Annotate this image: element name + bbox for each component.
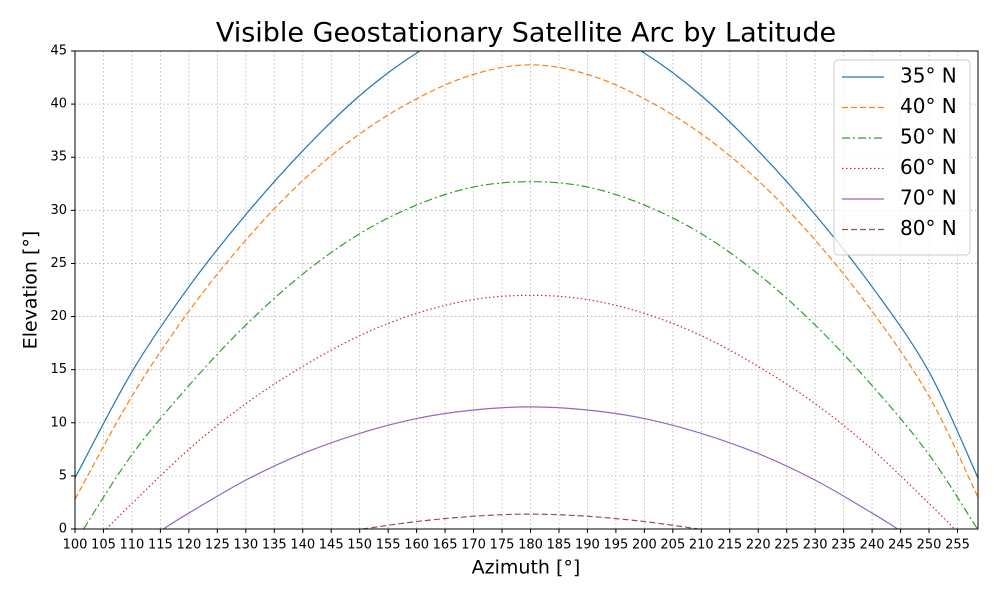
x-tick-label: 110 xyxy=(120,538,145,553)
legend-label: 40° N xyxy=(900,94,957,118)
legend-label: 70° N xyxy=(900,186,957,210)
x-tick-label: 195 xyxy=(603,538,628,553)
x-tick-label: 185 xyxy=(547,538,572,553)
x-tick-label: 175 xyxy=(490,538,515,553)
y-tick-label: 25 xyxy=(50,256,67,271)
y-tick-label: 5 xyxy=(59,468,67,483)
x-tick-label: 210 xyxy=(689,538,714,553)
series-line xyxy=(83,181,978,529)
x-tick-label: 170 xyxy=(461,538,486,553)
chart-title: Visible Geostationary Satellite Arc by L… xyxy=(216,18,836,49)
x-tick-label: 140 xyxy=(290,538,315,553)
x-tick-label: 225 xyxy=(774,538,799,553)
x-tick-label: 155 xyxy=(376,538,401,553)
x-tick-label: 255 xyxy=(945,538,970,553)
x-tick-label: 235 xyxy=(831,538,856,553)
x-tick-label: 150 xyxy=(347,538,372,553)
legend: 35° N 40° N 50° N 60° N 70° N 80° N xyxy=(833,59,971,256)
x-tick-label: 100 xyxy=(63,538,88,553)
series-line xyxy=(75,51,978,479)
x-tick-label: 160 xyxy=(404,538,429,553)
x-tick-label: 250 xyxy=(917,538,942,553)
x-tick-label: 190 xyxy=(575,538,600,553)
x-tick-label: 220 xyxy=(746,538,771,553)
x-tick-label: 215 xyxy=(717,538,742,553)
ticks: 100 105 110 115 120 125 130 135 140 145 150 155 160 1… xyxy=(50,44,969,553)
x-axis-label: Azimuth [°] xyxy=(472,557,581,579)
x-tick-label: 165 xyxy=(433,538,458,553)
legend-label: 80° N xyxy=(900,216,957,240)
x-tick-label: 230 xyxy=(803,538,828,553)
series-line xyxy=(162,406,899,529)
y-tick-label: 20 xyxy=(50,309,67,324)
x-tick-label: 245 xyxy=(888,538,913,553)
y-axis-label: Elevation [°] xyxy=(20,231,42,350)
x-tick-label: 145 xyxy=(319,538,344,553)
x-tick-label: 205 xyxy=(660,538,685,553)
x-tick-label: 135 xyxy=(262,538,287,553)
series-line xyxy=(362,513,699,529)
legend-label: 35° N xyxy=(900,64,957,88)
series-line xyxy=(105,294,956,529)
legend-box xyxy=(833,59,971,256)
x-tick-label: 115 xyxy=(148,538,173,553)
x-tick-label: 130 xyxy=(233,538,258,553)
x-tick-label: 125 xyxy=(205,538,230,553)
y-tick-label: 10 xyxy=(50,415,67,430)
x-tick-label: 200 xyxy=(632,538,657,553)
legend-label: 50° N xyxy=(900,125,957,149)
x-tick-label: 120 xyxy=(176,538,201,553)
series-line xyxy=(75,64,978,500)
y-tick-label: 45 xyxy=(50,44,67,59)
x-tick-label: 105 xyxy=(91,538,116,553)
legend-label: 60° N xyxy=(900,155,957,179)
y-tick-label: 40 xyxy=(50,97,67,112)
y-tick-label: 30 xyxy=(50,203,67,218)
x-tick-label: 180 xyxy=(518,538,543,553)
x-tick-label: 240 xyxy=(860,538,885,553)
y-tick-label: 35 xyxy=(50,150,67,165)
plot-lines xyxy=(75,51,978,529)
y-tick-label: 0 xyxy=(59,522,67,537)
y-tick-label: 15 xyxy=(50,362,67,377)
plot-frame xyxy=(74,50,979,530)
